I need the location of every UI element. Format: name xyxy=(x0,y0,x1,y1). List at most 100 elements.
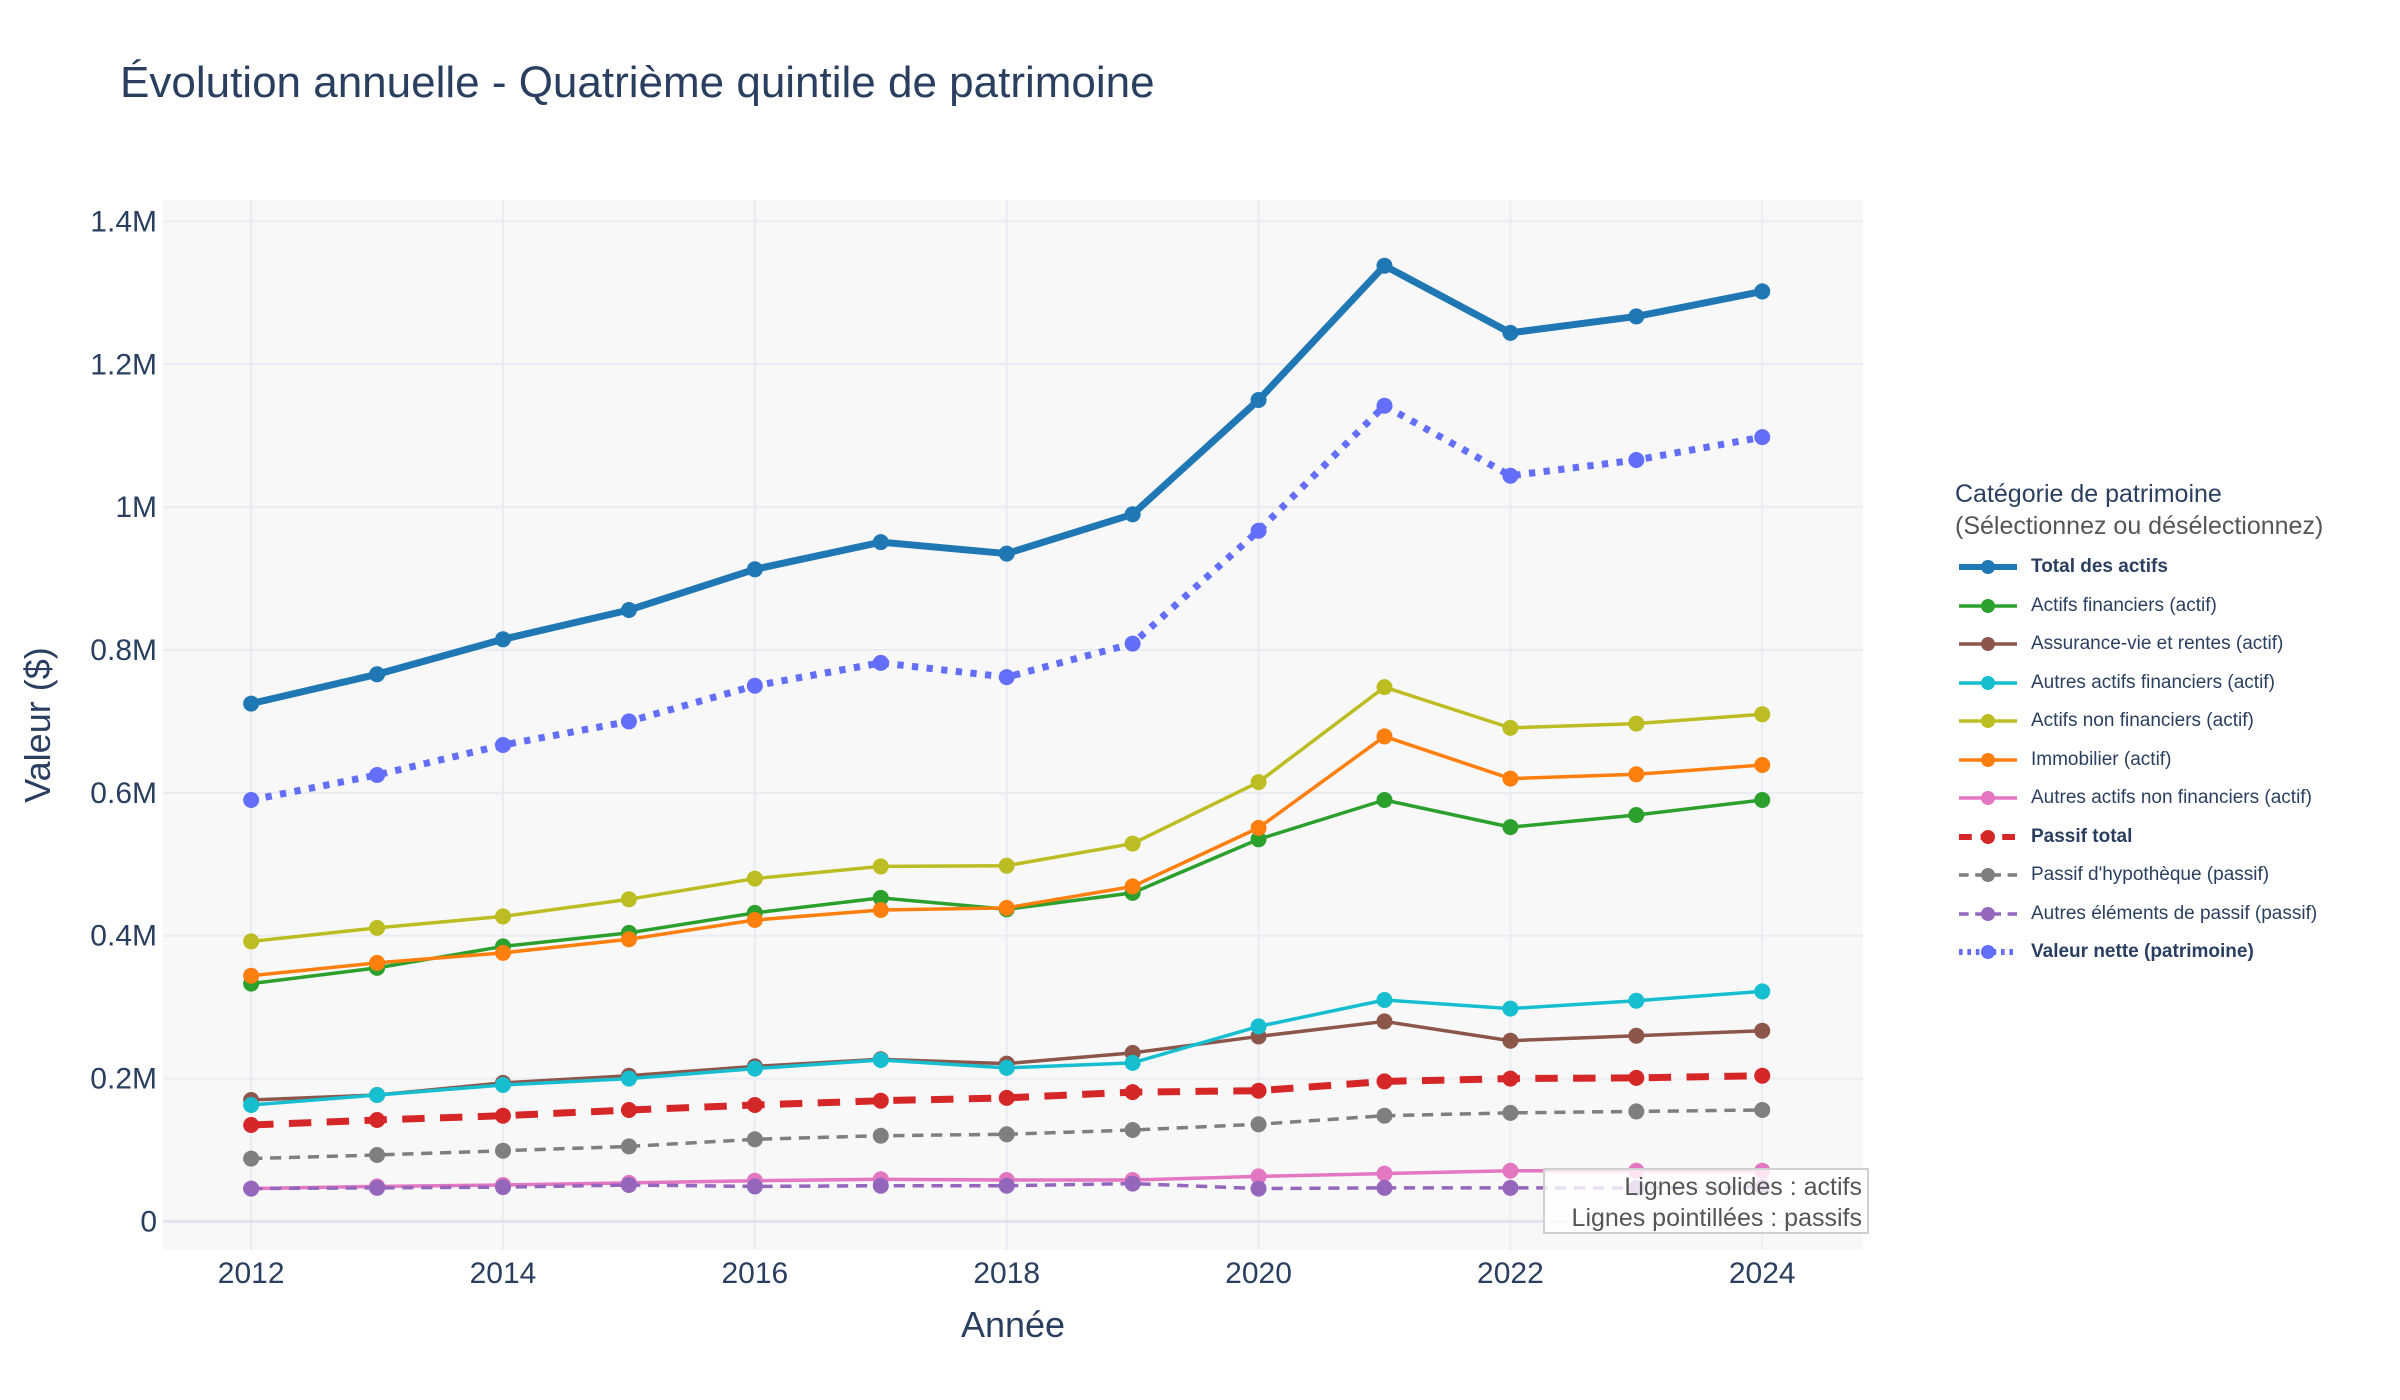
data-point[interactable] xyxy=(998,545,1015,562)
data-point[interactable] xyxy=(620,1102,637,1118)
data-point[interactable] xyxy=(243,792,260,808)
data-point[interactable] xyxy=(243,933,260,950)
data-point[interactable] xyxy=(1502,1162,1519,1179)
data-point[interactable] xyxy=(1376,1107,1393,1124)
data-point[interactable] xyxy=(243,1117,260,1133)
legend-item[interactable]: Total des actifs xyxy=(1955,548,2395,587)
data-point[interactable] xyxy=(1376,1179,1393,1196)
data-point[interactable] xyxy=(1754,1022,1771,1039)
data-point[interactable] xyxy=(369,1087,386,1103)
data-point[interactable] xyxy=(1628,1103,1645,1120)
data-point[interactable] xyxy=(243,695,260,712)
data-point[interactable] xyxy=(369,666,386,683)
data-point[interactable] xyxy=(1754,1067,1771,1084)
data-point[interactable] xyxy=(495,1077,511,1093)
data-point[interactable] xyxy=(746,1097,763,1113)
series-5[interactable] xyxy=(243,728,1771,984)
data-point[interactable] xyxy=(998,1059,1015,1076)
legend-item[interactable]: Actifs financiers (actif) xyxy=(1955,587,2395,626)
data-point[interactable] xyxy=(1250,819,1267,836)
data-point[interactable] xyxy=(998,669,1015,686)
data-point[interactable] xyxy=(746,677,763,694)
series-4[interactable] xyxy=(243,679,1771,950)
data-point[interactable] xyxy=(1376,792,1393,808)
data-point[interactable] xyxy=(872,1092,889,1109)
data-point[interactable] xyxy=(620,931,637,948)
data-point[interactable] xyxy=(1376,992,1393,1008)
data-point[interactable] xyxy=(495,631,511,648)
data-point[interactable] xyxy=(1124,1084,1141,1101)
data-point[interactable] xyxy=(1250,1082,1267,1099)
data-point[interactable] xyxy=(872,1127,889,1144)
data-point[interactable] xyxy=(1754,792,1771,808)
legend-item[interactable]: Assurance-vie et rentes (actif) xyxy=(1955,625,2395,664)
data-point[interactable] xyxy=(746,1131,763,1148)
data-point[interactable] xyxy=(1376,397,1393,414)
data-point[interactable] xyxy=(1502,1032,1519,1049)
data-point[interactable] xyxy=(1124,1175,1141,1192)
data-point[interactable] xyxy=(746,870,763,887)
data-point[interactable] xyxy=(620,1138,637,1155)
data-point[interactable] xyxy=(620,713,637,730)
data-point[interactable] xyxy=(1502,1070,1519,1087)
data-point[interactable] xyxy=(495,737,511,753)
data-point[interactable] xyxy=(620,1070,637,1087)
data-point[interactable] xyxy=(1250,522,1267,539)
series-10[interactable] xyxy=(243,397,1771,808)
data-point[interactable] xyxy=(495,1179,511,1196)
data-point[interactable] xyxy=(998,1177,1015,1194)
data-point[interactable] xyxy=(495,908,511,925)
legend-item[interactable]: Autres actifs non financiers (actif) xyxy=(1955,779,2395,818)
data-point[interactable] xyxy=(1250,1168,1267,1185)
data-point[interactable] xyxy=(1124,878,1141,895)
legend-item[interactable]: Immobilier (actif) xyxy=(1955,741,2395,780)
data-point[interactable] xyxy=(746,912,763,928)
data-point[interactable] xyxy=(1754,983,1771,1000)
data-point[interactable] xyxy=(998,857,1015,874)
data-point[interactable] xyxy=(369,1147,386,1163)
data-point[interactable] xyxy=(1754,429,1771,446)
data-point[interactable] xyxy=(243,967,260,984)
data-point[interactable] xyxy=(1124,1122,1141,1138)
data-point[interactable] xyxy=(369,1112,386,1128)
data-point[interactable] xyxy=(872,858,889,875)
series-7[interactable] xyxy=(243,1067,1771,1133)
data-point[interactable] xyxy=(620,602,637,618)
data-point[interactable] xyxy=(872,1052,889,1068)
data-point[interactable] xyxy=(1250,1180,1267,1197)
data-point[interactable] xyxy=(620,891,637,908)
data-point[interactable] xyxy=(1250,1018,1267,1035)
data-point[interactable] xyxy=(872,1177,889,1194)
data-point[interactable] xyxy=(1124,835,1141,852)
data-point[interactable] xyxy=(1376,257,1393,274)
data-point[interactable] xyxy=(369,767,386,783)
data-point[interactable] xyxy=(1376,679,1393,696)
data-point[interactable] xyxy=(1124,1054,1141,1071)
data-point[interactable] xyxy=(495,1107,511,1124)
data-point[interactable] xyxy=(243,1180,260,1197)
data-point[interactable] xyxy=(1124,635,1141,652)
data-point[interactable] xyxy=(1628,1069,1645,1086)
series-3[interactable] xyxy=(243,983,1771,1113)
data-point[interactable] xyxy=(495,1142,511,1159)
data-point[interactable] xyxy=(872,902,889,918)
data-point[interactable] xyxy=(1502,1000,1519,1017)
data-point[interactable] xyxy=(1502,770,1519,787)
data-point[interactable] xyxy=(1376,728,1393,745)
data-point[interactable] xyxy=(1628,308,1645,325)
series-8[interactable] xyxy=(243,1102,1771,1167)
data-point[interactable] xyxy=(1250,831,1267,848)
data-point[interactable] xyxy=(243,1097,260,1113)
data-point[interactable] xyxy=(369,954,386,971)
legend-item[interactable]: Passif d'hypothèque (passif) xyxy=(1955,856,2395,895)
data-point[interactable] xyxy=(1628,715,1645,732)
data-point[interactable] xyxy=(1502,819,1519,836)
data-point[interactable] xyxy=(1628,1027,1645,1044)
data-point[interactable] xyxy=(1502,1179,1519,1196)
data-point[interactable] xyxy=(243,1150,260,1167)
legend-item[interactable]: Autres éléments de passif (passif) xyxy=(1955,895,2395,934)
data-point[interactable] xyxy=(1628,766,1645,783)
data-point[interactable] xyxy=(1628,452,1645,468)
data-point[interactable] xyxy=(620,1177,637,1193)
data-point[interactable] xyxy=(1376,1073,1393,1090)
